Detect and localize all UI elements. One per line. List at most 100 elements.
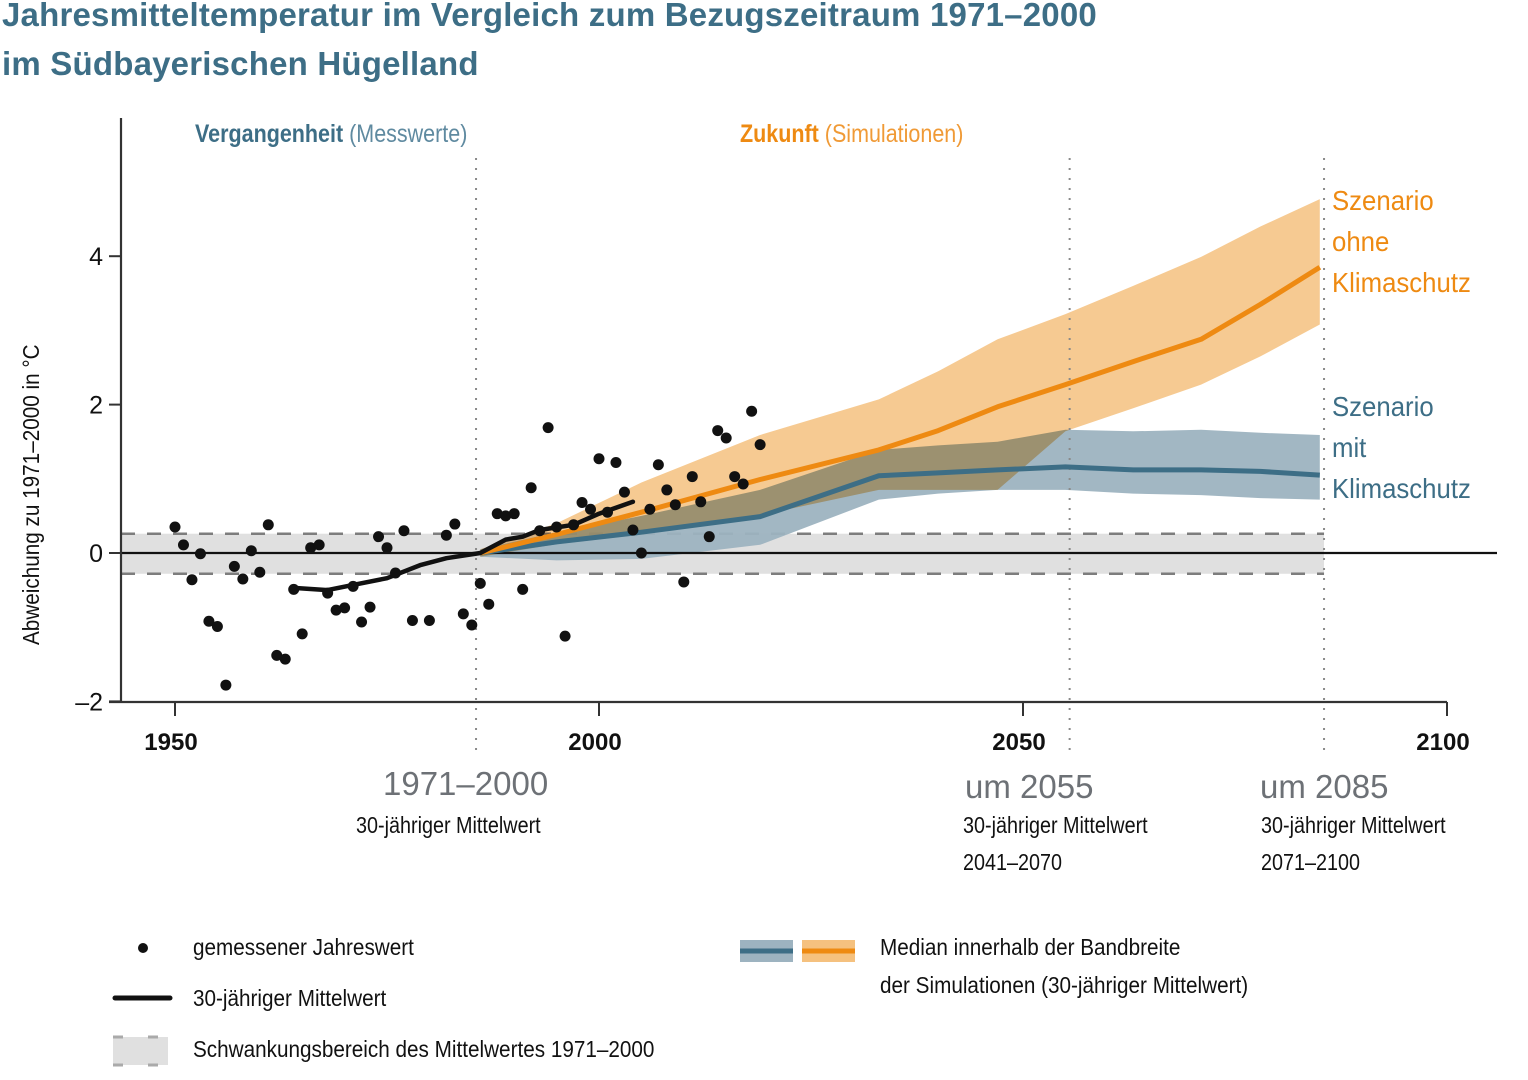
annual-value-point (423, 615, 435, 627)
chart-title-line1: Jahresmitteltemperatur im Vergleich zum … (2, 0, 1097, 33)
period-2085-sub1: 30-jähriger Mittelwert (1261, 812, 1446, 838)
band-without-climate-protection (480, 199, 1320, 557)
annual-value-point (517, 583, 529, 595)
legend-band-label: Schwankungsbereich des Mittelwertes 1971… (193, 1036, 655, 1062)
annual-value-point (373, 531, 385, 543)
annual-value-point (228, 560, 240, 572)
annual-value-point (729, 471, 741, 483)
annual-value-point (754, 439, 766, 451)
legend-dots-label: gemessener Jahreswert (193, 934, 414, 960)
annual-value-point (500, 510, 512, 522)
annual-value-point (559, 630, 571, 642)
period-2055-sub1: 30-jähriger Mittelwert (963, 812, 1148, 838)
legend-median-label-1: Median innerhalb der Bandbreite (880, 934, 1181, 960)
period-1971-2000-sub: 30-jähriger Mittelwert (356, 812, 541, 838)
section-past-bold: Vergangenheit (195, 120, 344, 148)
annual-value-point (601, 506, 613, 518)
annual-value-point (271, 649, 283, 661)
section-future-normal: (Simulationen) (824, 120, 964, 148)
x-tick-label: 2000 (568, 729, 621, 756)
annual-value-point (508, 508, 520, 520)
legend-band-icon (113, 1037, 168, 1065)
annual-value-point (491, 508, 503, 520)
annual-value-point (186, 574, 198, 586)
annual-value-point (474, 577, 486, 589)
section-past-normal: (Messwerte) (349, 120, 468, 148)
period-2055-label: um 2055 (965, 768, 1094, 805)
annual-value-point (262, 519, 274, 531)
period-2055-sub2: 2041–2070 (963, 849, 1063, 875)
annual-value-point (279, 653, 291, 665)
annual-value-point (288, 583, 300, 595)
annual-value-point (635, 547, 647, 559)
annual-value-point (695, 496, 707, 508)
scenario-without-line: Szenario (1332, 185, 1434, 216)
annual-value-point (313, 539, 325, 551)
annual-value-point (483, 598, 495, 610)
annual-value-point (389, 567, 401, 579)
scenario-with-line: Klimaschutz (1332, 473, 1471, 504)
y-tick-label: 2 (89, 392, 103, 420)
x-tick-label: 1950 (144, 729, 197, 756)
annual-value-point (610, 456, 622, 468)
annual-value-point (364, 601, 376, 613)
annual-value-point (551, 521, 563, 533)
annual-value-point (245, 545, 257, 557)
annual-value-point (669, 499, 681, 511)
scenario-with-line: mit (1332, 432, 1367, 463)
chart-title-line2: im Südbayerischen Hügelland (2, 45, 479, 82)
annual-value-point (534, 525, 546, 537)
annual-value-point (618, 486, 630, 498)
annual-value-point (712, 425, 724, 437)
period-2085-label: um 2085 (1260, 768, 1389, 805)
annual-value-point (406, 615, 418, 627)
annual-value-point (652, 459, 664, 471)
annual-value-point (627, 524, 639, 536)
section-future-label: Zukunft (Simulationen) (740, 120, 963, 149)
annual-value-point (330, 604, 342, 616)
y-tick-label: 4 (89, 243, 103, 271)
median-line-with-climate-protection (479, 464, 1320, 556)
x-tick-label: 2100 (1416, 729, 1469, 756)
annual-value-point (737, 478, 749, 490)
annual-value-point (644, 503, 656, 515)
annual-value-point (254, 566, 266, 578)
annual-value-point (194, 548, 206, 560)
annual-value-point (746, 405, 758, 417)
annual-value-point (296, 628, 308, 640)
annual-value-point (237, 573, 249, 585)
annual-value-point (220, 679, 232, 691)
scenario-with-line: Szenario (1332, 391, 1434, 422)
annual-value-point (661, 484, 673, 496)
annual-value-point (381, 542, 393, 554)
annual-value-point (177, 539, 189, 551)
annual-value-point (525, 482, 537, 494)
legend-dot-icon (138, 943, 148, 953)
annual-value-point (347, 580, 359, 592)
period-1971-2000-label: 1971–2000 (383, 765, 549, 802)
median-line-without-climate-protection (479, 265, 1322, 556)
annual-value-point (449, 518, 461, 530)
annual-value-point (322, 587, 334, 599)
legend-line-label: 30-jähriger Mittelwert (193, 985, 387, 1011)
period-2085-sub2: 2071–2100 (1261, 849, 1361, 875)
y-tick-label: –2 (75, 688, 103, 716)
annual-value-point (169, 521, 181, 533)
annual-value-point (576, 497, 588, 509)
annual-value-point (466, 619, 478, 631)
annual-value-point (703, 531, 715, 543)
annual-value-point (686, 471, 698, 483)
y-axis-label: Abweichung zu 1971–2000 in °C (18, 344, 44, 645)
scenario-without-line: ohne (1332, 226, 1390, 257)
annual-value-point (678, 576, 690, 588)
legend-median-label-2: der Simulationen (30-jähriger Mittelwert… (880, 972, 1249, 998)
annual-value-point (457, 608, 469, 620)
x-tick-label: 2050 (992, 729, 1045, 756)
annual-value-point (585, 503, 597, 515)
scenario-without-line: Klimaschutz (1332, 267, 1471, 298)
scenario-without-label: Szenario ohne Klimaschutz (1332, 180, 1471, 303)
annual-value-point (339, 602, 351, 614)
annual-value-point (356, 616, 368, 628)
annual-value-point (542, 422, 554, 434)
annual-value-point (203, 615, 215, 627)
